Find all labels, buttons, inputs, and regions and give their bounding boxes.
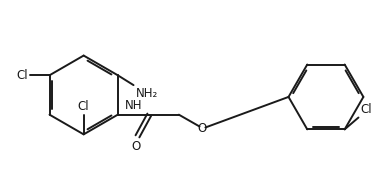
Text: NH: NH (125, 99, 142, 112)
Text: Cl: Cl (16, 69, 28, 82)
Text: Cl: Cl (361, 102, 372, 116)
Text: NH₂: NH₂ (136, 87, 158, 100)
Text: O: O (198, 122, 207, 135)
Text: Cl: Cl (78, 100, 89, 113)
Text: O: O (132, 140, 141, 153)
